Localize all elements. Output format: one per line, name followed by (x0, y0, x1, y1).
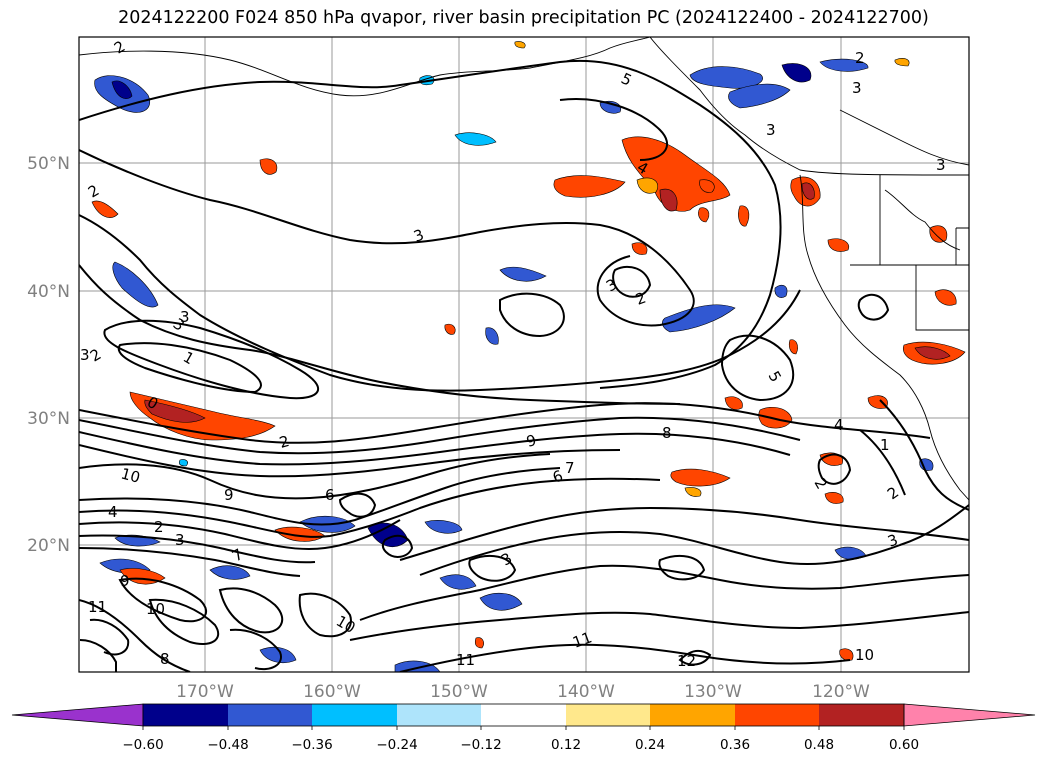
map-panel: 2 5 2 3 3 2 2 3 4 3 3 3 2 3 1 0 2 10 9 4 (78, 36, 970, 673)
contour-label: 3 (175, 531, 185, 549)
colorbar-tick-label: −0.12 (460, 737, 501, 753)
contour-label: 8 (160, 650, 170, 668)
contour-label: 2 (855, 49, 865, 67)
colorbar-tick-label: 0.36 (720, 737, 750, 753)
qvapor-contours (79, 59, 969, 672)
colorbar-segment (819, 704, 904, 726)
contour-label: 4 (834, 416, 844, 434)
colorbar: −0.60 −0.48 −0.36 −0.24 −0.12 0.12 0.24 … (11, 703, 1036, 753)
colorbar-segment (566, 704, 650, 726)
latitude-labels: 50°N 40°N 30°N 20°N (27, 154, 70, 556)
graticule (79, 37, 969, 672)
contour-label: 11 (88, 598, 107, 616)
contour-label: 3 (766, 121, 776, 139)
contour-label: 3 (936, 156, 946, 174)
contour-label: 9 (120, 572, 130, 590)
contour-label: 6 (325, 486, 335, 504)
colorbar-tick-label: −0.24 (376, 737, 417, 753)
contour-label: 4 (108, 503, 118, 521)
figure-title: 2024122200 F024 850 hPa qvapor, river ba… (118, 8, 929, 28)
contour-label: 3 (80, 346, 90, 364)
lat-label: 40°N (27, 282, 70, 302)
lon-label: 130°W (684, 682, 742, 702)
colorbar-tick-label: −0.60 (122, 737, 163, 753)
colorbar-segment (228, 704, 312, 726)
lon-label: 120°W (812, 682, 870, 702)
colorbar-segment (397, 704, 481, 726)
colorbar-tick-label: −0.48 (207, 737, 248, 753)
contour-label: 7 (565, 459, 575, 477)
contour-label: 2 (277, 432, 291, 452)
colorbar-extend-left (11, 703, 144, 727)
colorbar-tick-label: 0.12 (551, 737, 581, 753)
contour-label: 1 (880, 436, 890, 454)
colorbar-tick-label: 0.60 (889, 737, 919, 753)
colorbar-extend-right (903, 703, 1036, 727)
contour-label: 10 (146, 600, 165, 618)
contour-label: 12 (677, 652, 696, 670)
contour-label: 2 (154, 518, 164, 536)
coastlines (79, 37, 969, 501)
colorbar-segment (481, 704, 566, 726)
lon-label: 150°W (430, 682, 488, 702)
contour-label: 8 (662, 424, 672, 442)
lon-label: 140°W (557, 682, 615, 702)
lon-label: 160°W (303, 682, 361, 702)
contour-label: 11 (456, 651, 475, 669)
colorbar-segment (312, 704, 397, 726)
contour-label: 11 (570, 628, 594, 651)
contour-label: 10 (855, 646, 874, 664)
colorbar-segment (143, 704, 228, 726)
longitude-labels: 170°W 160°W 150°W 140°W 130°W 120°W (176, 682, 870, 702)
contour-label: 9 (224, 486, 234, 504)
colorbar-tick-label: −0.36 (291, 737, 332, 753)
lon-label: 170°W (176, 682, 234, 702)
lat-label: 50°N (27, 154, 70, 174)
colorbar-segment (735, 704, 819, 726)
lat-label: 20°N (27, 536, 70, 556)
lat-label: 30°N (27, 409, 70, 429)
contour-label: 10 (119, 464, 142, 486)
colorbar-tick-label: 0.24 (635, 737, 665, 753)
colorbar-segment (650, 704, 735, 726)
contour-label: 3 (180, 308, 190, 326)
contour-label: 3 (852, 79, 862, 97)
contour-label: 9 (524, 431, 538, 451)
colorbar-tick-label: 0.48 (804, 737, 834, 753)
